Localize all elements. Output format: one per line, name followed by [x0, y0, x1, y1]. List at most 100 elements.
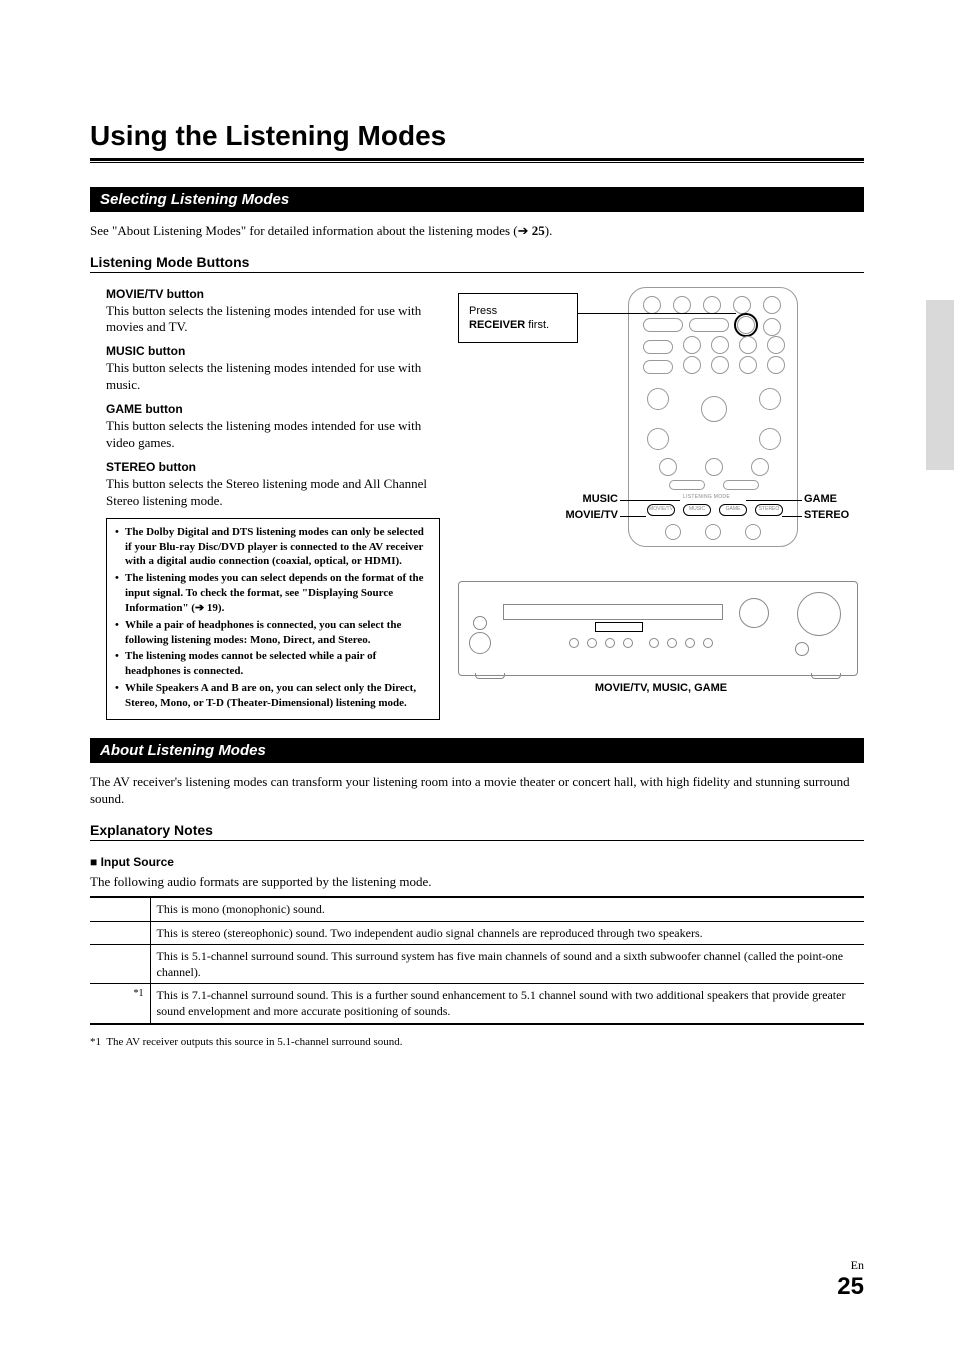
fmt-text: This is stereo (stereophonic) sound. Two… [150, 921, 864, 944]
remote-btn [643, 360, 673, 374]
remote-btn [711, 356, 729, 374]
remote-btn [647, 428, 669, 450]
page-title: Using the Listening Modes [90, 120, 864, 152]
label-game: GAME [804, 493, 837, 505]
remote-btn [643, 318, 683, 332]
two-column-layout: MOVIE/TV button This button selects the … [90, 287, 864, 720]
movie-tv-desc: This button selects the listening modes … [106, 303, 440, 337]
intro-pre: See "About Listening Modes" for detailed… [90, 223, 518, 238]
remote-btn [751, 458, 769, 476]
lead-line [620, 516, 646, 517]
fp-power [473, 616, 487, 630]
fp-btn [667, 638, 677, 648]
fp-btn [605, 638, 615, 648]
page-number-area: En 25 [837, 1258, 864, 1301]
footnote-text: The AV receiver outputs this source in 5… [106, 1036, 402, 1048]
remote-movie-lbl: MOVIE/TV [647, 506, 675, 512]
fmt-mark [90, 897, 150, 921]
remote-diagram: Press RECEIVER first. [458, 287, 858, 567]
fmt-mark: *1 [90, 984, 150, 1024]
fp-btn [649, 638, 659, 648]
remote-btn [683, 336, 701, 354]
table-row: This is stereo (stereophonic) sound. Two… [90, 921, 864, 944]
intro-arrow: ➔ [518, 223, 529, 238]
note-item: The listening modes cannot be selected w… [115, 649, 431, 679]
explanatory-notes-heading: Explanatory Notes [90, 822, 864, 838]
remote-btn [733, 296, 751, 314]
remote-btn [767, 356, 785, 374]
fmt-text: This is 5.1-channel surround sound. This… [150, 944, 864, 983]
game-heading: GAME button [106, 402, 440, 416]
label-movie: MOVIE/TV [548, 509, 618, 521]
fp-btn [623, 638, 633, 648]
lead-line [578, 313, 736, 314]
subsection-rule-1 [90, 272, 864, 273]
left-column: MOVIE/TV button This button selects the … [90, 287, 440, 720]
audio-format-table: This is mono (monophonic) sound. This is… [90, 896, 864, 1024]
remote-btn [643, 340, 673, 354]
input-source-intro: The following audio formats are supporte… [90, 873, 864, 891]
label-stereo: STEREO [804, 509, 849, 521]
fmt-text: This is 7.1-channel surround sound. This… [150, 984, 864, 1024]
remote-btn [665, 524, 681, 540]
remote-btn [689, 318, 729, 332]
remote-btn [705, 524, 721, 540]
remote-btn [669, 480, 705, 490]
page-lang: En [837, 1258, 864, 1273]
remote-music-lbl: MUSIC [683, 506, 711, 512]
notes-box: The Dolby Digital and DTS listening mode… [106, 518, 440, 720]
remote-btn [659, 458, 677, 476]
about-intro: The AV receiver's listening modes can tr… [90, 773, 864, 808]
section-bar-selecting: Selecting Listening Modes [90, 187, 864, 212]
remote-btn [723, 480, 759, 490]
stereo-heading: STEREO button [106, 460, 440, 474]
remote-btn [643, 296, 661, 314]
intro-ref: 25 [529, 223, 545, 238]
footnote-mark: *1 [90, 1036, 101, 1048]
table-row: This is mono (monophonic) sound. [90, 897, 864, 921]
fp-btn [703, 638, 713, 648]
note-item: The listening modes you can select depen… [115, 571, 431, 616]
fp-foot [811, 673, 841, 679]
remote-btn [705, 458, 723, 476]
fp-small-knob [739, 598, 769, 628]
fp-power-ring [469, 632, 491, 654]
remote-receiver-btn [737, 316, 755, 334]
press-receiver-label: RECEIVER [469, 319, 525, 331]
fp-display [503, 604, 723, 620]
fp-btn [569, 638, 579, 648]
remote-btn [745, 524, 761, 540]
note-item: While Speakers A and B are on, you can s… [115, 681, 431, 711]
footnote: *1 The AV receiver outputs this source i… [90, 1035, 864, 1049]
game-desc: This button selects the listening modes … [106, 418, 440, 452]
remote-body: LISTENING MODE MOVIE/TV MUSIC GAME STERE… [628, 287, 798, 547]
remote-stereo-lbl: STEREO [755, 506, 783, 512]
remote-btn [647, 388, 669, 410]
remote-btn [759, 428, 781, 450]
fp-foot [475, 673, 505, 679]
music-desc: This button selects the listening modes … [106, 360, 440, 394]
press-line2-rest: first. [525, 319, 549, 331]
section-bar-about: About Listening Modes [90, 738, 864, 763]
fp-btn [685, 638, 695, 648]
fmt-mark [90, 944, 150, 983]
intro-post: ). [545, 223, 553, 238]
remote-btn [739, 356, 757, 374]
lead-line [620, 500, 680, 501]
front-panel-caption: MOVIE/TV, MUSIC, GAME [458, 682, 864, 694]
movie-tv-heading: MOVIE/TV button [106, 287, 440, 301]
label-music: MUSIC [558, 493, 618, 505]
fp-volume-knob [797, 592, 841, 636]
press-receiver-box: Press RECEIVER first. [458, 293, 578, 344]
music-heading: MUSIC button [106, 344, 440, 358]
remote-btn [767, 336, 785, 354]
side-tab [926, 300, 954, 470]
lead-line [782, 516, 802, 517]
subsection-rule-2 [90, 840, 864, 841]
fmt-mark [90, 921, 150, 944]
remote-btn [683, 356, 701, 374]
lead-line [746, 500, 802, 501]
selecting-intro: See "About Listening Modes" for detailed… [90, 222, 864, 240]
fp-btn [587, 638, 597, 648]
stereo-desc: This button selects the Stereo listening… [106, 476, 440, 510]
